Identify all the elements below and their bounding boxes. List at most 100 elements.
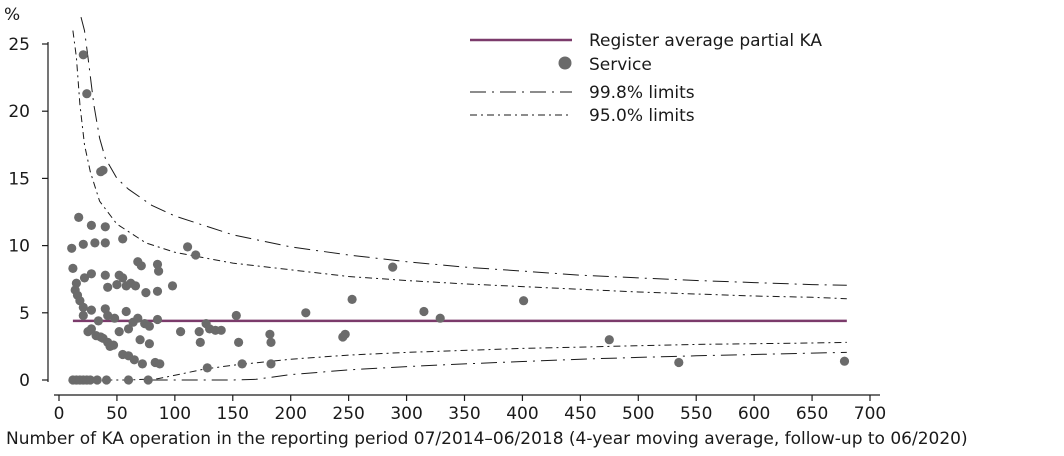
service-point: [74, 212, 84, 222]
service-point: [86, 220, 96, 230]
service-point: [118, 273, 128, 283]
service-point: [85, 375, 95, 385]
service-point: [108, 340, 119, 350]
x-axis-title: Number of KA operation in the reporting …: [6, 429, 968, 449]
legend-service-label: Service: [589, 55, 652, 75]
service-point: [202, 363, 212, 373]
service-point: [144, 321, 154, 331]
service-point: [237, 359, 247, 369]
service-point: [68, 263, 78, 273]
service-point: [347, 294, 357, 304]
legend-average-label: Register average partial KA: [589, 31, 822, 51]
service-point: [340, 329, 350, 339]
service-point: [129, 355, 139, 365]
lower-998-limit-line: [151, 351, 847, 381]
service-point: [78, 50, 88, 60]
service-point: [133, 313, 143, 323]
service-point: [118, 234, 128, 244]
service-point: [388, 262, 398, 272]
service-point: [86, 269, 96, 279]
service-point: [93, 316, 103, 326]
service-point: [216, 325, 226, 335]
x-tick-label: 500: [622, 404, 654, 424]
service-point: [78, 302, 88, 312]
service-point: [135, 335, 145, 345]
service-point: [194, 327, 204, 337]
service-point: [152, 286, 163, 296]
service-point: [419, 306, 429, 317]
service-point: [266, 359, 276, 369]
service-point: [100, 270, 110, 280]
service-point: [136, 261, 146, 271]
service-point: [152, 314, 163, 325]
service-point: [67, 243, 77, 253]
service-point: [231, 310, 241, 321]
service-point: [183, 242, 193, 252]
service-point: [130, 281, 141, 291]
service-point: [154, 266, 164, 276]
service-point: [86, 324, 96, 334]
service-point: [78, 239, 88, 249]
service-point: [137, 359, 147, 369]
service-point: [112, 280, 122, 290]
service-point: [176, 327, 186, 337]
x-tick-label: 450: [564, 404, 596, 424]
service-point: [103, 282, 113, 292]
service-point: [155, 359, 165, 369]
x-tick-label: 50: [106, 404, 128, 424]
upper-950-limit-line: [72, 30, 847, 300]
legend-950-limits-label: 95.0% limits: [589, 106, 695, 126]
y-tick-label: 0: [19, 371, 30, 391]
x-axis-ticks: 0 50 100 150 200 250 300 350 400 450 500 550 600 650 7…: [54, 395, 886, 424]
y-axis-title: %: [4, 5, 20, 25]
service-point: [191, 250, 201, 260]
x-tick-label: 700: [854, 404, 886, 424]
service-point: [144, 339, 154, 349]
y-axis-ticks: 0 5 10 15 20 25: [8, 35, 48, 391]
service-point: [435, 313, 445, 323]
y-tick-label: 25: [8, 35, 30, 55]
service-point: [90, 238, 100, 248]
service-point: [519, 296, 529, 306]
service-point: [121, 306, 131, 317]
legend-service-marker: [558, 56, 572, 70]
service-point: [123, 324, 134, 334]
service-point: [100, 222, 110, 232]
control-limit-lines: [72, 16, 847, 381]
lower-950-limit-line: [105, 341, 847, 381]
y-tick-label: 20: [8, 102, 30, 122]
service-point: [195, 337, 205, 347]
service-point: [71, 278, 81, 288]
x-tick-label: 300: [390, 404, 422, 424]
axes: 0 5 10 15 20 25 0 50 100 150 200 250 300 350 400 450 50…: [4, 5, 968, 449]
service-point: [103, 310, 113, 321]
service-points: [67, 50, 850, 385]
service-point: [266, 337, 276, 347]
x-tick-label: 0: [54, 404, 65, 424]
x-tick-label: 550: [680, 404, 712, 424]
service-point: [101, 375, 112, 385]
y-tick-label: 15: [8, 169, 30, 189]
service-point: [98, 165, 108, 175]
service-point: [167, 281, 178, 291]
service-point: [114, 327, 124, 337]
service-point: [301, 308, 311, 318]
service-point: [82, 89, 92, 99]
x-tick-label: 650: [796, 404, 828, 424]
x-tick-label: 350: [448, 404, 480, 424]
service-point: [123, 375, 134, 385]
service-point: [141, 288, 151, 298]
service-point: [143, 375, 153, 385]
service-point: [234, 337, 244, 347]
service-point: [78, 310, 88, 321]
x-tick-label: 150: [217, 404, 249, 424]
service-point: [674, 357, 684, 368]
service-point: [839, 356, 850, 366]
x-tick-label: 200: [274, 404, 306, 424]
service-point: [86, 305, 96, 315]
upper-998-limit-line: [80, 16, 847, 286]
service-point: [265, 329, 275, 339]
service-point: [92, 375, 102, 385]
y-tick-label: 5: [19, 304, 30, 324]
